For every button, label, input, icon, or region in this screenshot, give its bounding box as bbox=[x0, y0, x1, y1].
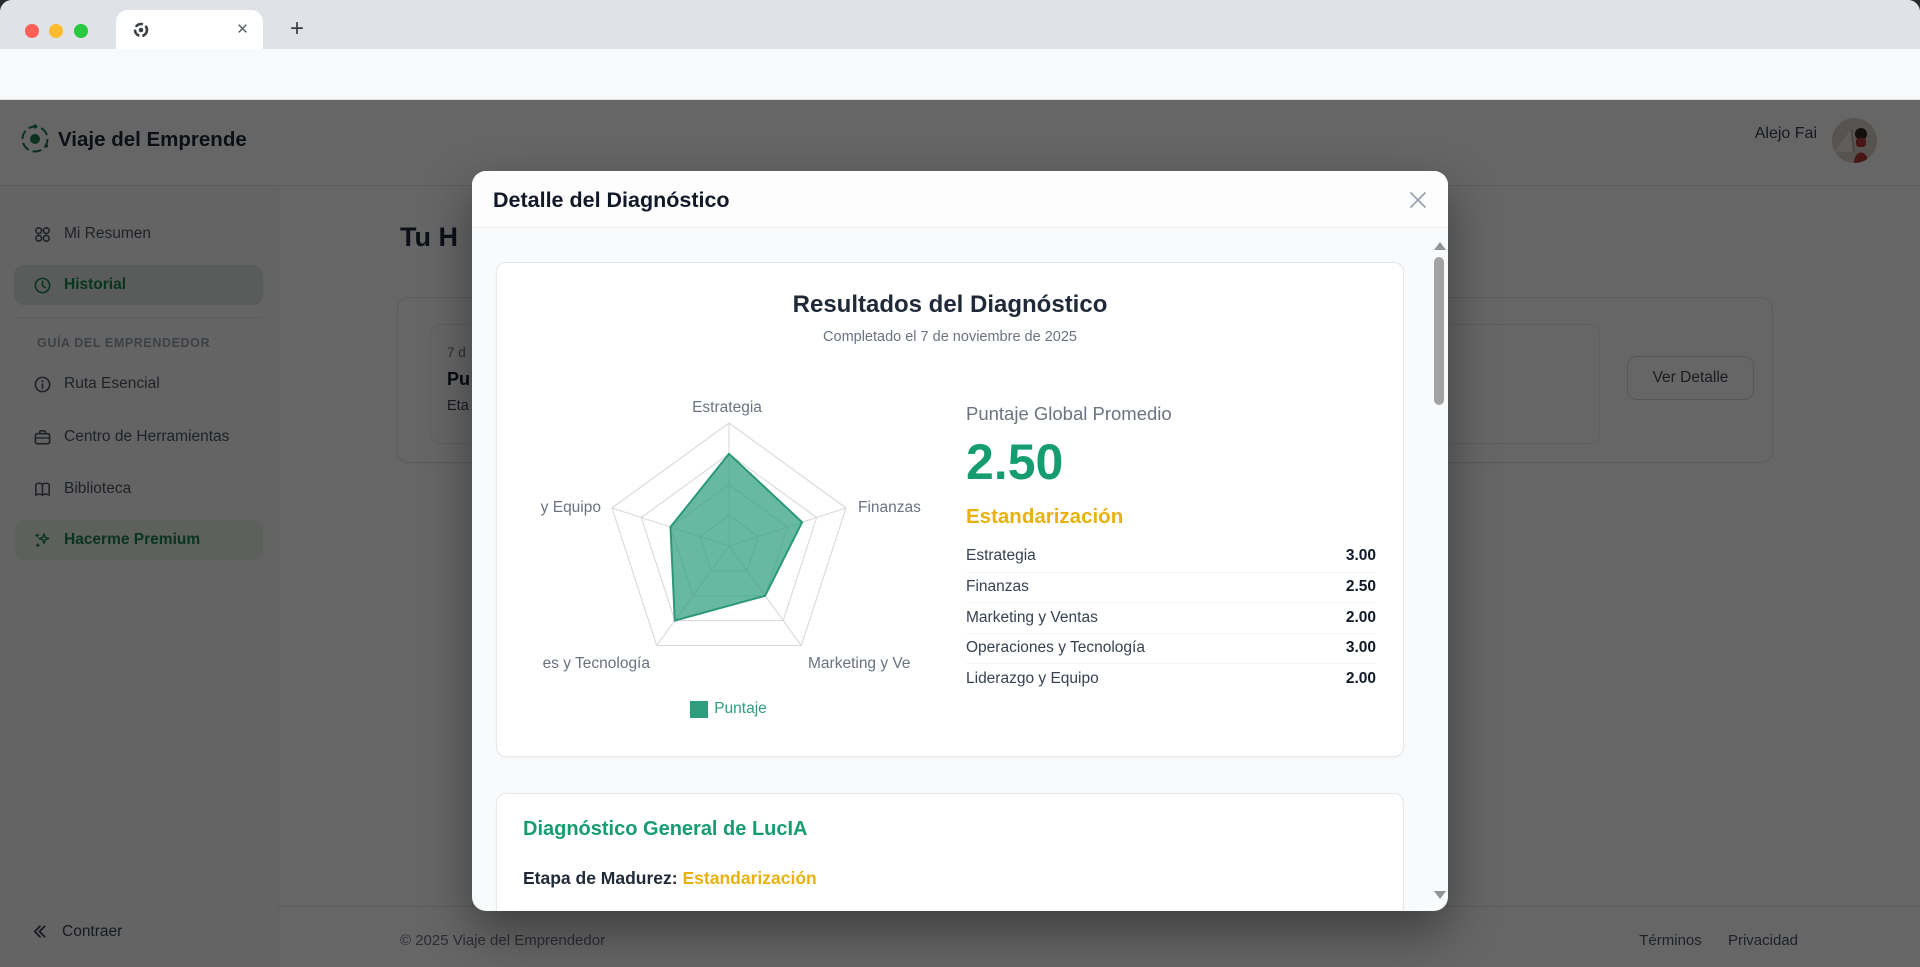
tab-close-icon[interactable]: ✕ bbox=[236, 21, 249, 38]
score-value: 2.50 bbox=[1345, 578, 1376, 596]
score-row: Operaciones y Tecnología 3.00 bbox=[966, 632, 1376, 664]
close-icon[interactable] bbox=[1406, 188, 1430, 212]
scrollbar-thumb[interactable] bbox=[1434, 257, 1444, 405]
score-name: Finanzas bbox=[966, 578, 1029, 596]
svg-text:Finanzas: Finanzas bbox=[858, 499, 921, 516]
global-score-value: 2.50 bbox=[966, 434, 1064, 490]
results-subtitle: Completado el 7 de noviembre de 2025 bbox=[823, 329, 1077, 345]
score-value: 2.00 bbox=[1345, 669, 1376, 687]
modal-body: Resultados del Diagnóstico Completado el… bbox=[472, 228, 1448, 911]
site-favicon-icon bbox=[133, 22, 149, 38]
maturity-stage-badge: Estandarización bbox=[966, 505, 1124, 528]
score-value: 3.00 bbox=[1345, 547, 1376, 565]
browser-tab[interactable]: ✕ bbox=[116, 10, 263, 49]
macos-minimize-button[interactable] bbox=[49, 24, 63, 38]
score-name: Estrategia bbox=[966, 547, 1036, 565]
lucia-card: Diagnóstico General de LucIA Etapa de Ma… bbox=[496, 793, 1404, 911]
modal-scrollbar bbox=[1432, 229, 1446, 908]
score-table: Estrategia 3.00 Finanzas 2.50 Marketing y … bbox=[966, 541, 1376, 694]
score-value: 3.00 bbox=[1345, 639, 1376, 657]
scroll-up-icon[interactable] bbox=[1434, 242, 1446, 250]
macos-zoom-button[interactable] bbox=[74, 24, 88, 38]
score-row: Marketing y Ventas 2.00 bbox=[966, 602, 1376, 633]
modal-title: Detalle del Diagnóstico bbox=[493, 188, 730, 212]
score-row: Estrategia 3.00 bbox=[966, 541, 1376, 572]
modal-header: Detalle del Diagnóstico bbox=[472, 171, 1448, 228]
svg-text:es y Tecnología: es y Tecnología bbox=[543, 655, 651, 672]
results-title: Resultados del Diagnóstico bbox=[792, 291, 1108, 318]
browser-tab-bar: ✕ + bbox=[0, 0, 1920, 49]
lucia-title: Diagnóstico General de LucIA bbox=[523, 818, 808, 840]
browser-toolbar bbox=[0, 49, 1920, 141]
stage-label: Etapa de Madurez: bbox=[523, 868, 678, 888]
scroll-down-icon[interactable] bbox=[1434, 891, 1446, 899]
chart-legend: Puntaje bbox=[521, 700, 936, 718]
svg-text:Estrategia: Estrategia bbox=[692, 399, 762, 416]
macos-close-button[interactable] bbox=[25, 24, 39, 38]
score-name: Operaciones y Tecnología bbox=[966, 639, 1145, 657]
svg-text:Marketing y Ve: Marketing y Ve bbox=[808, 655, 911, 672]
stage-value: Estandarización bbox=[682, 868, 817, 888]
score-row: Finanzas 2.50 bbox=[966, 571, 1376, 603]
detail-modal: Detalle del Diagnóstico Resultados del D… bbox=[472, 171, 1448, 911]
score-name: Marketing y Ventas bbox=[966, 608, 1098, 626]
legend-swatch bbox=[690, 700, 709, 718]
radar-chart: Estrategia Finanzas Marketing y Ve es y Tec… bbox=[521, 391, 936, 718]
score-summary: Puntaje Global Promedio 2.50 Estandariza… bbox=[966, 391, 1376, 718]
global-score-label: Puntaje Global Promedio bbox=[966, 403, 1172, 424]
score-value: 2.00 bbox=[1345, 608, 1376, 626]
results-card: Resultados del Diagnóstico Completado el… bbox=[496, 262, 1404, 757]
svg-text:y Equipo: y Equipo bbox=[541, 499, 601, 516]
score-row: Liderazgo y Equipo 2.00 bbox=[966, 663, 1376, 694]
new-tab-button[interactable]: + bbox=[289, 15, 304, 42]
lucia-stage-line: Etapa de Madurez: Estandarización bbox=[523, 868, 1377, 889]
legend-label: Puntaje bbox=[714, 700, 767, 717]
score-name: Liderazgo y Equipo bbox=[966, 669, 1099, 687]
